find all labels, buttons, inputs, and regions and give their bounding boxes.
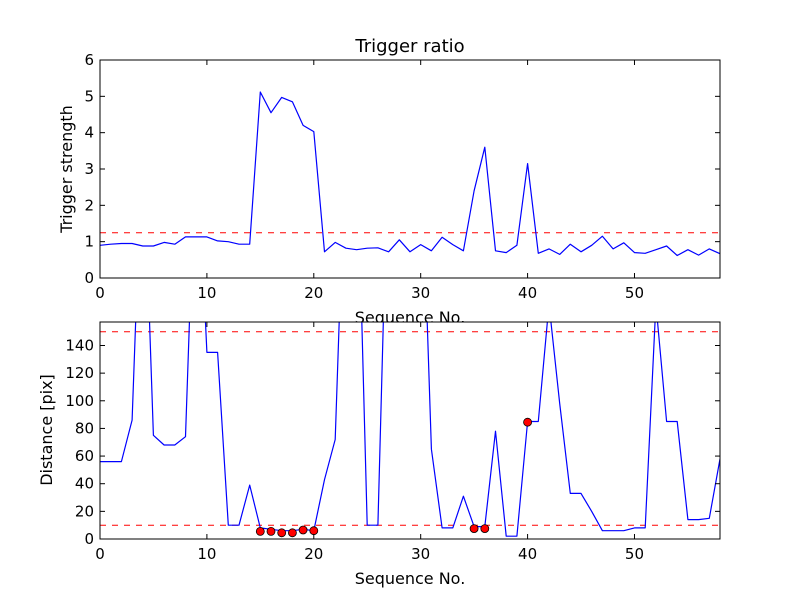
y-tick-label: 40 xyxy=(75,475,94,493)
plot-area-bottom xyxy=(100,322,720,539)
y-tick-label: 6 xyxy=(84,51,94,69)
y-tick-label: 60 xyxy=(75,447,94,465)
tick-group-bottom: 0 10 20 30 40 50 0 20 40 60 80 100 120 140 xyxy=(65,322,720,563)
data-point xyxy=(266,527,276,536)
y-axis-label-bottom: Distance [pix] xyxy=(37,374,56,486)
data-point xyxy=(255,527,265,536)
series-line xyxy=(100,91,720,257)
series-group-bottom xyxy=(100,322,720,538)
x-tick-label: 20 xyxy=(304,545,323,563)
y-axis-label-top: Trigger strength xyxy=(57,105,76,234)
x-tick-label: 0 xyxy=(95,284,105,302)
series-line xyxy=(100,322,720,537)
y-tick-label: 0 xyxy=(84,530,94,548)
data-point xyxy=(523,417,532,427)
data-point xyxy=(309,526,319,536)
x-tick-label: 50 xyxy=(625,545,644,563)
x-tick-label: 20 xyxy=(304,284,323,302)
y-tick-label: 4 xyxy=(84,124,94,142)
series-group-top xyxy=(100,91,720,257)
x-tick-label: 0 xyxy=(95,545,105,563)
y-tick-label: 140 xyxy=(65,336,94,354)
y-tick-label: 2 xyxy=(84,196,94,214)
x-tick-label: 30 xyxy=(411,545,430,563)
subplot-bottom: 0 10 20 30 40 50 0 20 40 60 80 100 120 140 Sequence N… xyxy=(37,321,721,588)
plot-frame-top xyxy=(99,59,721,279)
tick-group-top: 0 10 20 30 40 50 0 1 2 3 4 5 6 xyxy=(84,51,720,302)
y-tick-label: 5 xyxy=(84,87,94,105)
data-point xyxy=(298,525,308,535)
y-tick-label: 120 xyxy=(65,364,94,382)
x-tick-label: 40 xyxy=(518,545,537,563)
y-tick-label: 0 xyxy=(84,269,94,287)
plot-area-top xyxy=(100,60,720,278)
x-tick-label: 50 xyxy=(625,284,644,302)
y-tick-label: 1 xyxy=(84,233,94,251)
data-point xyxy=(469,524,479,533)
y-tick-label: 100 xyxy=(65,392,94,410)
chart-title: Trigger ratio xyxy=(354,36,464,57)
x-tick-label: 10 xyxy=(197,284,216,302)
x-tick-label: 40 xyxy=(518,284,537,302)
data-point xyxy=(287,528,297,538)
data-point xyxy=(277,528,287,538)
data-point xyxy=(480,524,490,533)
plot-frame-bottom xyxy=(99,321,721,540)
x-axis-label-bottom: Sequence No. xyxy=(355,569,466,588)
y-tick-label: 20 xyxy=(75,502,94,520)
x-tick-label: 10 xyxy=(197,545,216,563)
y-tick-label: 3 xyxy=(84,160,94,178)
y-tick-label: 80 xyxy=(75,419,94,437)
x-tick-label: 30 xyxy=(411,284,430,302)
